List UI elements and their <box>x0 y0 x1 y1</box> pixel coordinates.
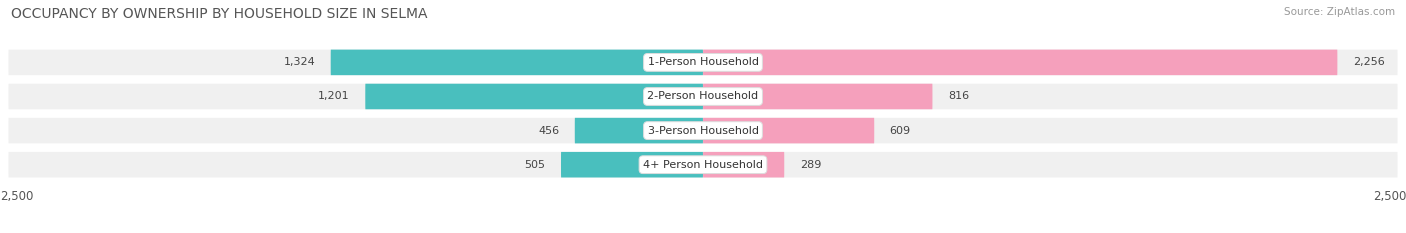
Text: 1,201: 1,201 <box>318 92 350 102</box>
Text: 609: 609 <box>890 126 911 136</box>
Text: 1-Person Household: 1-Person Household <box>648 57 758 67</box>
FancyBboxPatch shape <box>330 50 703 75</box>
FancyBboxPatch shape <box>703 50 1337 75</box>
Text: 2,500: 2,500 <box>1372 190 1406 203</box>
FancyBboxPatch shape <box>8 152 1398 178</box>
FancyBboxPatch shape <box>575 118 703 143</box>
FancyBboxPatch shape <box>703 152 785 178</box>
Text: 816: 816 <box>948 92 969 102</box>
Text: 2,256: 2,256 <box>1353 57 1385 67</box>
Text: OCCUPANCY BY OWNERSHIP BY HOUSEHOLD SIZE IN SELMA: OCCUPANCY BY OWNERSHIP BY HOUSEHOLD SIZE… <box>11 7 427 21</box>
Text: 456: 456 <box>538 126 560 136</box>
FancyBboxPatch shape <box>8 118 1398 143</box>
FancyBboxPatch shape <box>703 118 875 143</box>
FancyBboxPatch shape <box>8 50 1398 75</box>
Text: 2-Person Household: 2-Person Household <box>647 92 759 102</box>
Text: 505: 505 <box>524 160 546 170</box>
FancyBboxPatch shape <box>366 84 703 109</box>
Text: 4+ Person Household: 4+ Person Household <box>643 160 763 170</box>
Text: 1,324: 1,324 <box>284 57 315 67</box>
Text: 2,500: 2,500 <box>0 190 34 203</box>
FancyBboxPatch shape <box>703 84 932 109</box>
FancyBboxPatch shape <box>8 84 1398 109</box>
Text: Source: ZipAtlas.com: Source: ZipAtlas.com <box>1284 7 1395 17</box>
FancyBboxPatch shape <box>561 152 703 178</box>
Text: 3-Person Household: 3-Person Household <box>648 126 758 136</box>
Text: 289: 289 <box>800 160 821 170</box>
